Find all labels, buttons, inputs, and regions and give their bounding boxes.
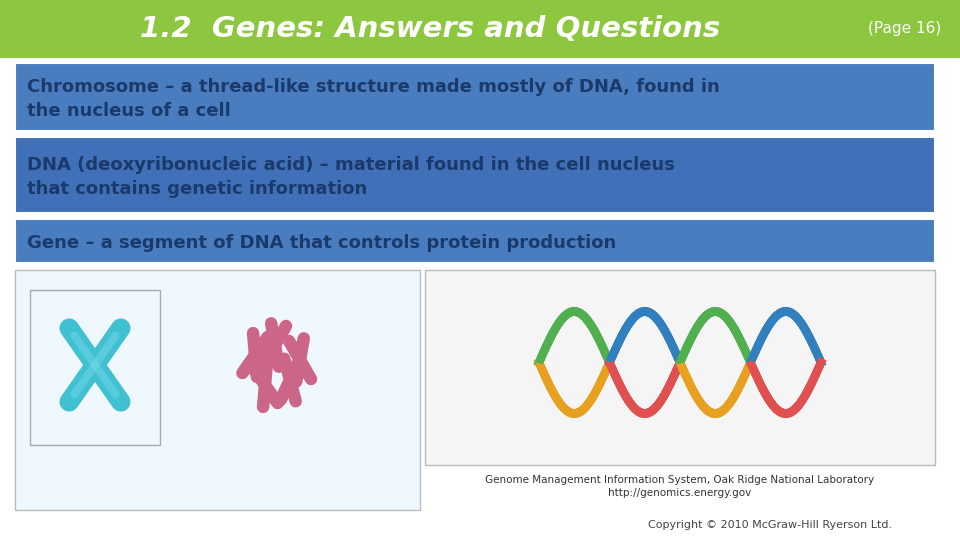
FancyBboxPatch shape [15,219,935,263]
FancyBboxPatch shape [15,63,935,131]
Text: 1.2  Genes: Answers and Questions: 1.2 Genes: Answers and Questions [140,15,720,43]
Text: the nucleus of a cell: the nucleus of a cell [27,102,230,120]
Text: Chromosome – a thread-like structure made mostly of DNA, found in: Chromosome – a thread-like structure mad… [27,78,720,96]
FancyBboxPatch shape [0,0,960,58]
Text: Genome Management Information System, Oak Ridge National Laboratory: Genome Management Information System, Oa… [486,475,875,485]
Text: Gene – a segment of DNA that controls protein production: Gene – a segment of DNA that controls pr… [27,234,616,252]
FancyBboxPatch shape [15,137,935,213]
Text: (Page 16): (Page 16) [869,22,942,37]
FancyBboxPatch shape [15,270,420,510]
Text: http://genomics.energy.gov: http://genomics.energy.gov [609,488,752,498]
Text: that contains genetic information: that contains genetic information [27,180,368,198]
FancyBboxPatch shape [425,270,935,465]
Text: Copyright © 2010 McGraw-Hill Ryerson Ltd.: Copyright © 2010 McGraw-Hill Ryerson Ltd… [648,520,892,530]
Text: DNA (deoxyribonucleic acid) – material found in the cell nucleus: DNA (deoxyribonucleic acid) – material f… [27,156,675,174]
